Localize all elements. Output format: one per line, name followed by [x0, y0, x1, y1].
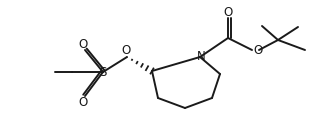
Text: O: O [253, 43, 263, 57]
Text: O: O [78, 38, 88, 51]
Text: N: N [197, 49, 205, 63]
Text: O: O [223, 5, 233, 18]
Text: O: O [78, 95, 88, 109]
Text: S: S [99, 65, 107, 78]
Text: O: O [121, 43, 130, 57]
